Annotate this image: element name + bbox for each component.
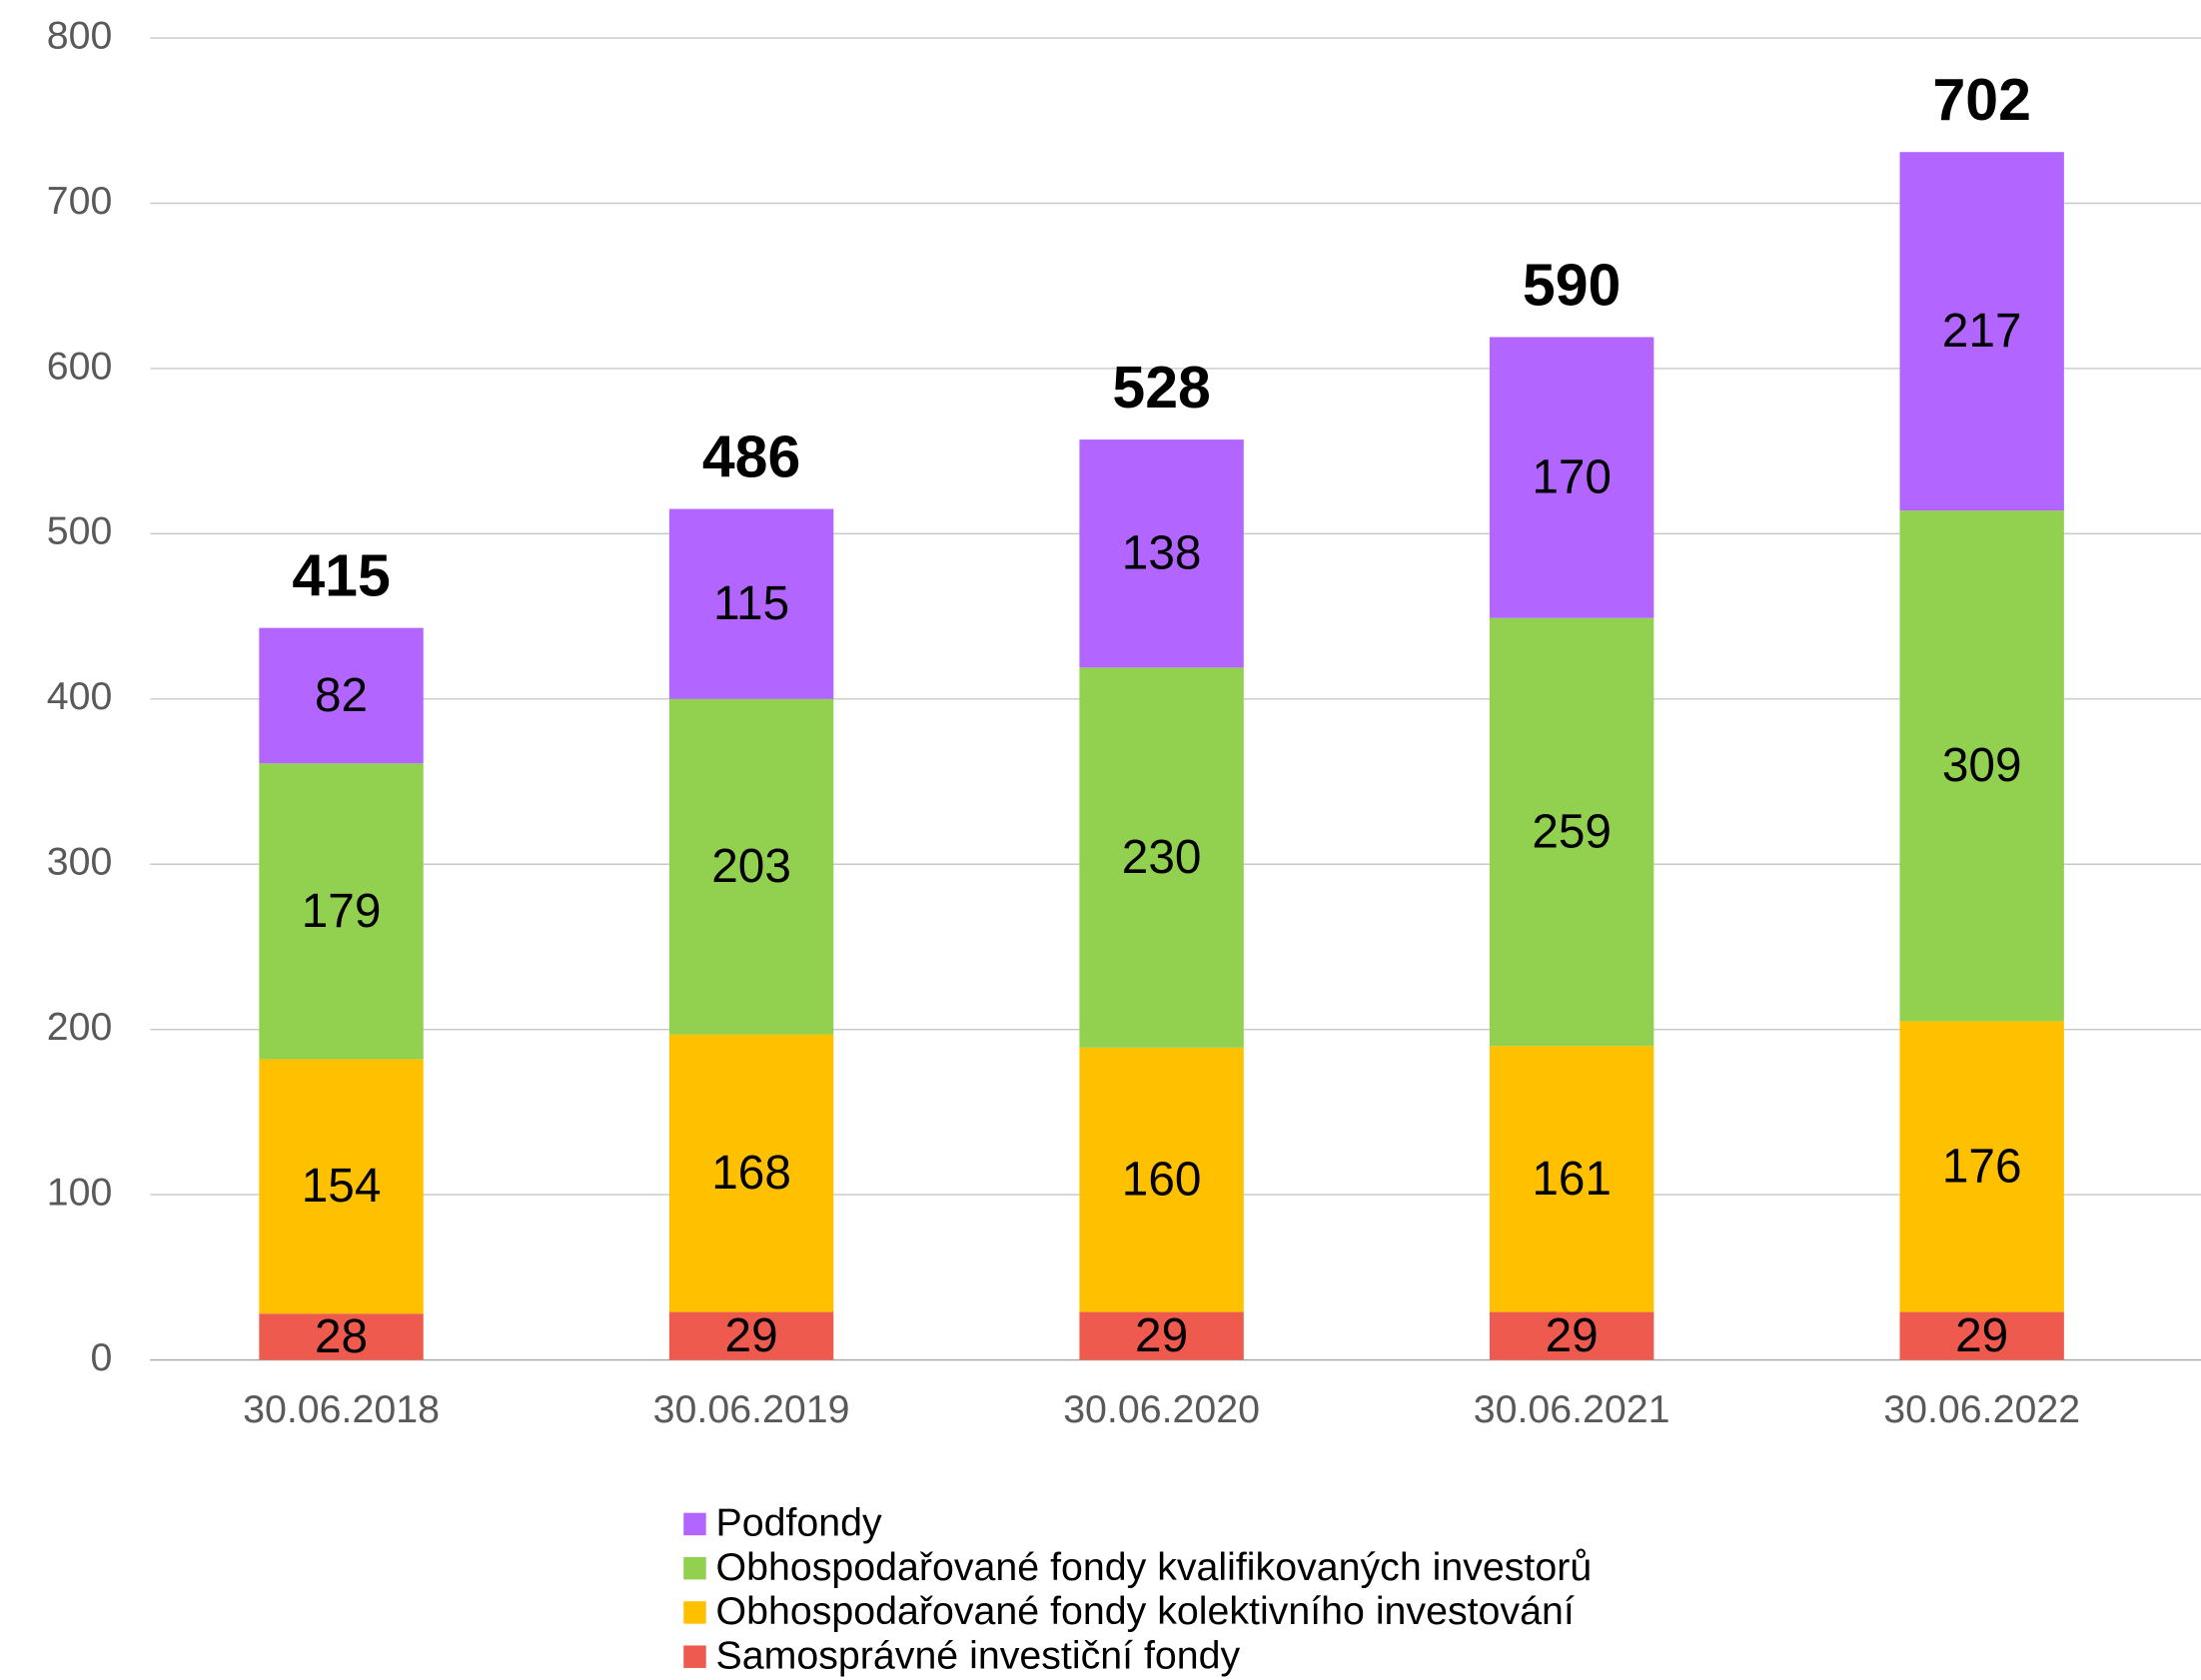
value-label: 160 (1122, 1154, 1202, 1207)
legend-swatch (683, 1601, 706, 1624)
y-tick-label: 600 (47, 344, 113, 388)
bar-segment (259, 763, 424, 1060)
bar-segment (1079, 439, 1244, 668)
y-tick-label: 800 (47, 13, 113, 57)
x-tick-label: 30.06.2018 (243, 1387, 440, 1431)
value-label: 203 (711, 840, 791, 893)
value-label: 217 (1942, 305, 2022, 358)
legend-label: Samosprávné investiční fondy (716, 1633, 1241, 1677)
value-label: 29 (1955, 1309, 2008, 1362)
total-label: 528 (1112, 355, 1210, 420)
bar-segment (668, 698, 834, 1035)
y-tick-label: 0 (91, 1335, 113, 1379)
value-label: 176 (1942, 1140, 2022, 1193)
total-label: 415 (292, 542, 390, 608)
legend-label: Podfondy (716, 1501, 883, 1545)
bar-segment (1489, 1311, 1654, 1360)
bar-segment (259, 1059, 424, 1314)
bar-segment (1899, 1021, 2064, 1312)
value-label: 115 (713, 577, 789, 630)
value-label: 82 (315, 669, 368, 722)
bar-segment (1899, 510, 2064, 1022)
value-label: 230 (1122, 831, 1202, 884)
y-tick-label: 500 (47, 509, 113, 553)
value-label: 179 (302, 885, 382, 938)
bar-segment (1079, 1311, 1244, 1360)
bar-segment (1079, 1047, 1244, 1312)
legend-label: Obhospodařované fondy kolektivního inves… (716, 1589, 1575, 1633)
legend-swatch (683, 1512, 706, 1536)
y-tick-label: 300 (47, 840, 113, 884)
bar-segment (668, 1034, 834, 1312)
total-label: 486 (702, 423, 800, 489)
value-label: 259 (1532, 805, 1612, 858)
x-tick-label: 30.06.2019 (653, 1387, 850, 1431)
bar-segment (259, 1313, 424, 1360)
bar-segment (1079, 667, 1244, 1048)
y-tick-label: 700 (47, 179, 113, 223)
total-label: 702 (1932, 67, 2030, 133)
bar-segment (1899, 152, 2064, 511)
value-label: 168 (711, 1147, 791, 1200)
value-label: 29 (1546, 1309, 1599, 1362)
bar-segment (1489, 617, 1654, 1047)
y-tick-label: 400 (47, 674, 113, 718)
bar-segment (1489, 337, 1654, 618)
total-label: 590 (1523, 252, 1621, 318)
bar-segment (259, 627, 424, 764)
x-tick-label: 30.06.2022 (1883, 1387, 2080, 1431)
bar-segment (668, 1311, 834, 1360)
bar-segment (1899, 1311, 2064, 1360)
value-label: 29 (725, 1309, 778, 1362)
legend-label: Obhospodařované fondy kvalifikovaných in… (716, 1545, 1593, 1589)
y-tick-label: 200 (47, 1005, 113, 1049)
x-tick-label: 30.06.2021 (1474, 1387, 1670, 1431)
bar-segment (668, 508, 834, 699)
value-label: 309 (1942, 739, 2022, 792)
value-label: 138 (1122, 527, 1202, 580)
value-label: 154 (302, 1160, 382, 1213)
legend-swatch (683, 1556, 706, 1580)
x-tick-label: 30.06.2020 (1063, 1387, 1260, 1431)
y-tick-label: 100 (47, 1170, 113, 1214)
value-label: 29 (1135, 1309, 1188, 1362)
value-label: 28 (315, 1310, 368, 1363)
legend-swatch (683, 1645, 706, 1668)
bar-segment (1489, 1046, 1654, 1312)
value-label: 170 (1532, 451, 1612, 504)
value-label: 161 (1532, 1153, 1612, 1206)
